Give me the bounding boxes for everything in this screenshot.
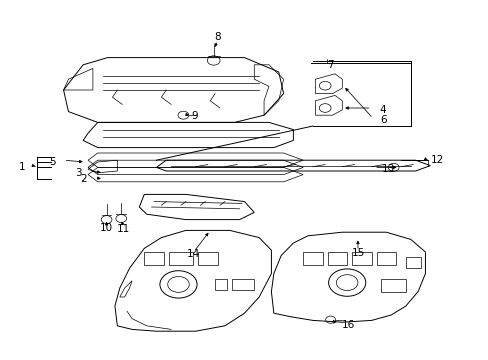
Text: 8: 8 [214, 32, 221, 42]
Text: 6: 6 [380, 115, 386, 125]
Text: 1: 1 [19, 162, 25, 172]
Text: 16: 16 [342, 320, 355, 330]
Text: 7: 7 [326, 60, 333, 70]
Text: 15: 15 [350, 248, 364, 258]
Text: 13: 13 [381, 164, 394, 174]
Text: 3: 3 [75, 168, 82, 178]
Text: 4: 4 [378, 105, 385, 115]
Text: 14: 14 [186, 249, 200, 259]
Text: 12: 12 [430, 155, 444, 165]
Text: 2: 2 [80, 174, 87, 184]
Text: 5: 5 [49, 157, 56, 167]
Text: 10: 10 [100, 222, 113, 233]
Text: 9: 9 [191, 111, 198, 121]
Text: 11: 11 [116, 224, 130, 234]
